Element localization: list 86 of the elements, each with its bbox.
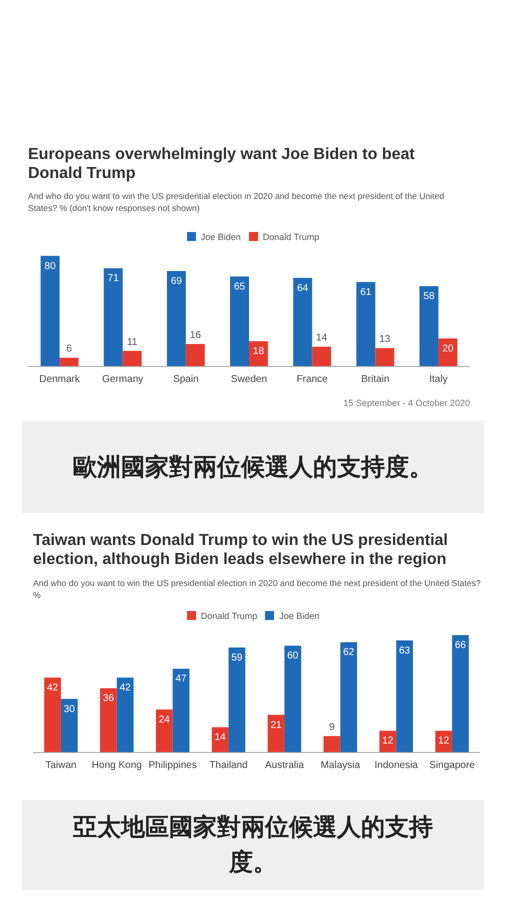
x-tick-label: Hong Kong (92, 760, 142, 771)
x-tick-label: Taiwan (45, 760, 77, 771)
data-label: 58 (423, 291, 435, 302)
bar (172, 668, 190, 752)
data-label: 18 (252, 346, 264, 358)
data-label: 11 (126, 336, 138, 348)
bar (100, 688, 117, 752)
data-label: 63 (399, 645, 411, 656)
x-tick-label: Australia (264, 760, 304, 771)
bar (104, 268, 123, 366)
bar (419, 286, 438, 366)
chart-title: Taiwan wants Donald Trump to win the US presidential election, although Biden leads elsewhere in the region (33, 531, 449, 569)
x-tick-label: Spain (173, 374, 199, 385)
data-label: 47 (176, 674, 188, 685)
legend-label: Donald Trump (200, 611, 258, 621)
x-tick-label: Malaysia (320, 760, 360, 771)
legend-label: Donald Trump (262, 232, 320, 242)
data-label: 6 (66, 344, 72, 355)
data-label: 24 (158, 714, 170, 726)
bar (293, 278, 312, 366)
data-label: 80 (44, 260, 56, 272)
bar (166, 271, 186, 366)
bar (312, 346, 332, 366)
bar (60, 698, 78, 752)
data-label: 14 (214, 732, 226, 744)
x-tick-label: Sweden (230, 374, 268, 385)
legend-label: Joe Biden (279, 611, 320, 621)
data-label: 66 (454, 640, 466, 652)
bar (268, 714, 284, 752)
data-label: 59 (231, 652, 243, 664)
bar (324, 736, 340, 752)
bar (156, 709, 173, 752)
bar (249, 341, 268, 366)
data-label: 71 (108, 273, 120, 284)
data-label: 13 (379, 334, 391, 346)
data-label: 60 (287, 650, 299, 662)
bar (435, 730, 452, 752)
bar (452, 635, 469, 752)
bar (438, 338, 458, 366)
bar (212, 727, 229, 752)
data-label: 20 (442, 343, 454, 354)
data-label: 65 (234, 282, 246, 293)
bar (340, 642, 358, 752)
data-label: 21 (270, 720, 282, 731)
data-label: 12 (438, 736, 450, 747)
bar (375, 348, 394, 366)
data-label: 36 (102, 693, 114, 704)
bar (40, 256, 60, 366)
bar (186, 344, 205, 366)
data-label: 12 (382, 736, 394, 747)
x-tick-label: Italy (429, 374, 448, 385)
chart-subtitle: And who do you want to win the US presidential election in 2020 and become the next president of the United States? % (don't know responses not shown) (28, 190, 446, 214)
x-tick-label: Philippines (148, 760, 197, 771)
x-tick-label: Thailand (209, 760, 248, 771)
x-tick-label: Singapore (429, 760, 476, 771)
bar (379, 730, 396, 752)
x-tick-label: Indonesia (374, 760, 418, 771)
bar (356, 282, 376, 366)
x-tick-label: Britain (361, 374, 390, 385)
text: 亞太地區國家對兩位候選人的支持度。 (72, 812, 434, 878)
data-label: 69 (170, 276, 182, 287)
data-label: 16 (190, 330, 202, 341)
bar (60, 358, 79, 366)
data-label: 42 (46, 682, 59, 694)
bar (44, 678, 61, 752)
bar (122, 350, 142, 366)
data-label: 30 (64, 704, 76, 715)
data-label: 42 (120, 682, 132, 694)
bar (230, 276, 249, 366)
bar (396, 640, 413, 752)
x-tick-label: Germany (102, 374, 144, 385)
chart-subtitle: And who do you want to win the US presidential election in 2020 and become the next president of the United States? % (33, 577, 482, 601)
bar (228, 647, 246, 752)
text: 歐洲國家對兩位候選人的支持度。 (73, 452, 433, 482)
data-label: 61 (360, 287, 372, 298)
data-label: 14 (316, 332, 328, 344)
data-label: 64 (297, 282, 309, 294)
bar (116, 678, 134, 752)
bar (284, 646, 302, 752)
chart-title: Europeans overwhelmingly want Joe Biden to beat Donald Trump (28, 145, 416, 183)
data-label: 9 (329, 722, 336, 734)
x-tick-label: Denmark (39, 374, 81, 385)
legend-label: Joe Biden (200, 232, 241, 242)
x-tick-label: France (296, 374, 328, 385)
text: 15 September - 4 October 2020 (343, 398, 470, 408)
data-label: 62 (343, 647, 355, 658)
